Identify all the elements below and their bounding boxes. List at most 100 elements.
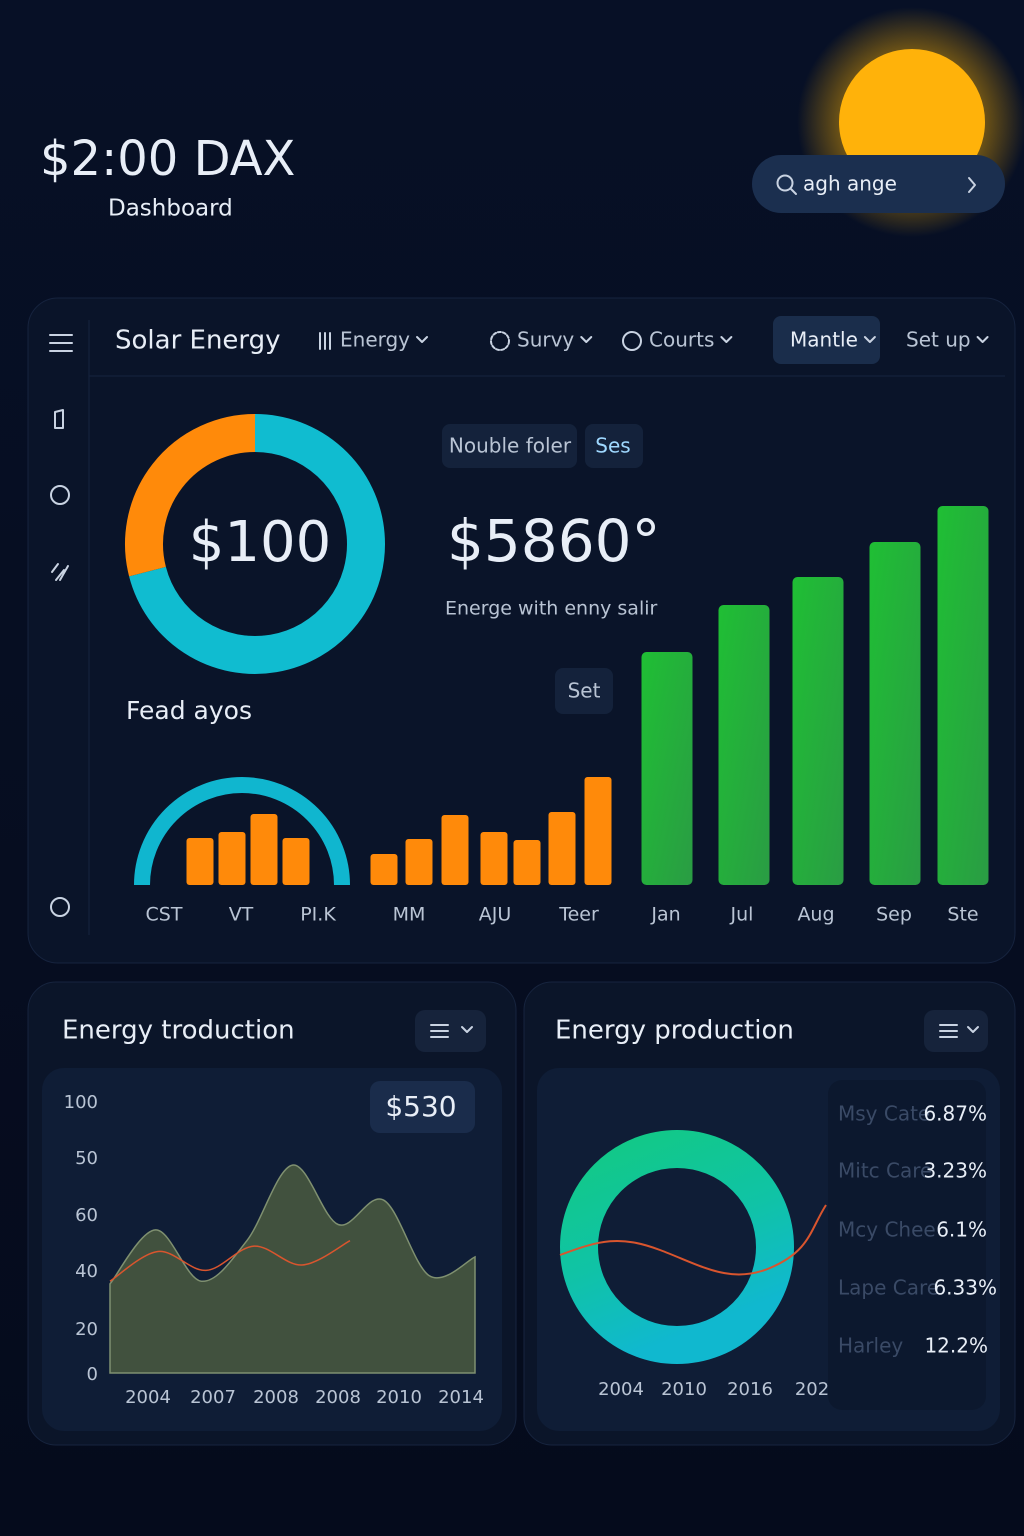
ring	[560, 1130, 794, 1364]
search-icon	[776, 174, 794, 192]
legend-value: 6.1%	[936, 1218, 987, 1242]
chip-text: Ses	[595, 434, 630, 458]
badge	[370, 1081, 475, 1133]
search-arrow	[968, 177, 976, 193]
x-tick-label: 2007	[190, 1387, 236, 1408]
x-tick-label: 2004	[598, 1379, 644, 1400]
bar	[405, 839, 433, 885]
side-icon[interactable]	[54, 409, 64, 429]
trend-line	[559, 1204, 827, 1276]
donut-label: $100	[189, 510, 332, 575]
card-menu-icon	[939, 1024, 979, 1038]
nav-icon	[319, 332, 331, 350]
x-tick-label: Sep	[876, 904, 912, 926]
y-tick-label: 100	[64, 1092, 98, 1113]
legend-name: Harley	[838, 1334, 903, 1358]
side-icon[interactable]	[50, 897, 70, 917]
side-icon[interactable]	[51, 563, 69, 581]
nav-icon	[622, 331, 642, 351]
bar	[869, 542, 921, 885]
chevron	[416, 336, 429, 343]
x-tick-label: 2014	[438, 1387, 484, 1408]
x-tick-label: VT	[229, 904, 254, 926]
nav-icon	[490, 331, 510, 351]
legend-value: 6.87%	[923, 1102, 987, 1126]
chip[interactable]	[442, 424, 577, 468]
line	[109, 1240, 351, 1282]
bar	[641, 652, 693, 885]
header-subtitle: Dashboard	[108, 196, 233, 222]
x-tick-label: 2004	[125, 1387, 171, 1408]
x-tick-label: Teer	[558, 904, 599, 926]
chip-text: Set	[568, 679, 601, 703]
nav-active-bg	[773, 316, 880, 364]
area	[109, 1164, 476, 1374]
search-box[interactable]	[752, 155, 1005, 213]
x-tick-label: Jan	[650, 904, 680, 926]
legend-name: Mcy Chee	[838, 1218, 936, 1242]
bar	[250, 814, 278, 885]
card-menu[interactable]	[415, 1010, 486, 1052]
bar	[513, 840, 541, 885]
legend-value: 3.23%	[923, 1159, 987, 1183]
big-value: $5860°	[447, 507, 661, 575]
x-tick-label: MM	[393, 904, 426, 926]
menu-icon[interactable]	[49, 334, 73, 352]
chevron	[580, 336, 593, 343]
y-tick-label: 0	[87, 1364, 98, 1385]
search-icon	[790, 188, 797, 195]
chevron	[720, 336, 733, 343]
nav-item[interactable]: Mantle	[790, 328, 858, 352]
nav-item[interactable]: Set up	[906, 328, 971, 352]
bar	[937, 506, 989, 885]
bar	[370, 854, 398, 885]
chip[interactable]	[555, 668, 613, 714]
x-tick-label: CST	[146, 904, 183, 926]
y-tick-label: 40	[75, 1261, 98, 1282]
y-tick-label: 50	[75, 1148, 98, 1169]
bar	[792, 577, 844, 885]
gauge-label: Fead ayos	[126, 696, 252, 725]
card-menu-icon	[430, 1024, 473, 1038]
nav-item[interactable]: Courts	[649, 328, 714, 352]
donut-segment	[125, 414, 256, 577]
brand: Solar Energy	[115, 326, 281, 356]
chip-text: Nouble foler	[449, 434, 572, 458]
bar	[584, 777, 612, 885]
bar	[548, 812, 576, 885]
side-icon[interactable]	[50, 485, 70, 505]
bar	[186, 838, 214, 885]
y-tick-label: 60	[75, 1205, 98, 1226]
x-tick-label: 2010	[661, 1379, 707, 1400]
legend-name: Lape Care	[838, 1276, 939, 1300]
nav-item[interactable]: Survy	[517, 328, 574, 352]
y-tick-label: 20	[75, 1319, 98, 1340]
bar	[718, 605, 770, 885]
x-tick-label: Jul	[730, 904, 754, 926]
x-tick-label: Aug	[797, 904, 834, 926]
badge-text: $530	[385, 1090, 456, 1123]
x-tick-label: 2008	[315, 1387, 361, 1408]
header-title: $2:00 DAX	[40, 131, 295, 187]
nav-item[interactable]: Energy	[340, 328, 410, 352]
legend-value: 12.2%	[924, 1334, 988, 1358]
legend-name: Mitc Care	[838, 1159, 932, 1183]
x-tick-label: 202	[795, 1379, 829, 1400]
donut-segment	[129, 414, 385, 674]
chevron	[863, 336, 876, 343]
bar	[218, 832, 246, 885]
chevron	[976, 336, 989, 343]
x-tick-label: 2010	[376, 1387, 422, 1408]
legend-value: 6.33%	[933, 1276, 997, 1300]
card-title: Energy troduction	[62, 1016, 295, 1046]
chip[interactable]	[585, 424, 643, 468]
caption: Energe with enny salir	[445, 598, 658, 620]
x-tick-label: Ste	[947, 904, 978, 926]
x-tick-label: PI.K	[300, 904, 336, 926]
bar	[282, 838, 310, 885]
x-tick-label: 2016	[727, 1379, 773, 1400]
search-text: agh ange	[803, 172, 897, 196]
legend-name: Msy Cate	[838, 1102, 930, 1126]
legend-panel	[828, 1080, 986, 1410]
